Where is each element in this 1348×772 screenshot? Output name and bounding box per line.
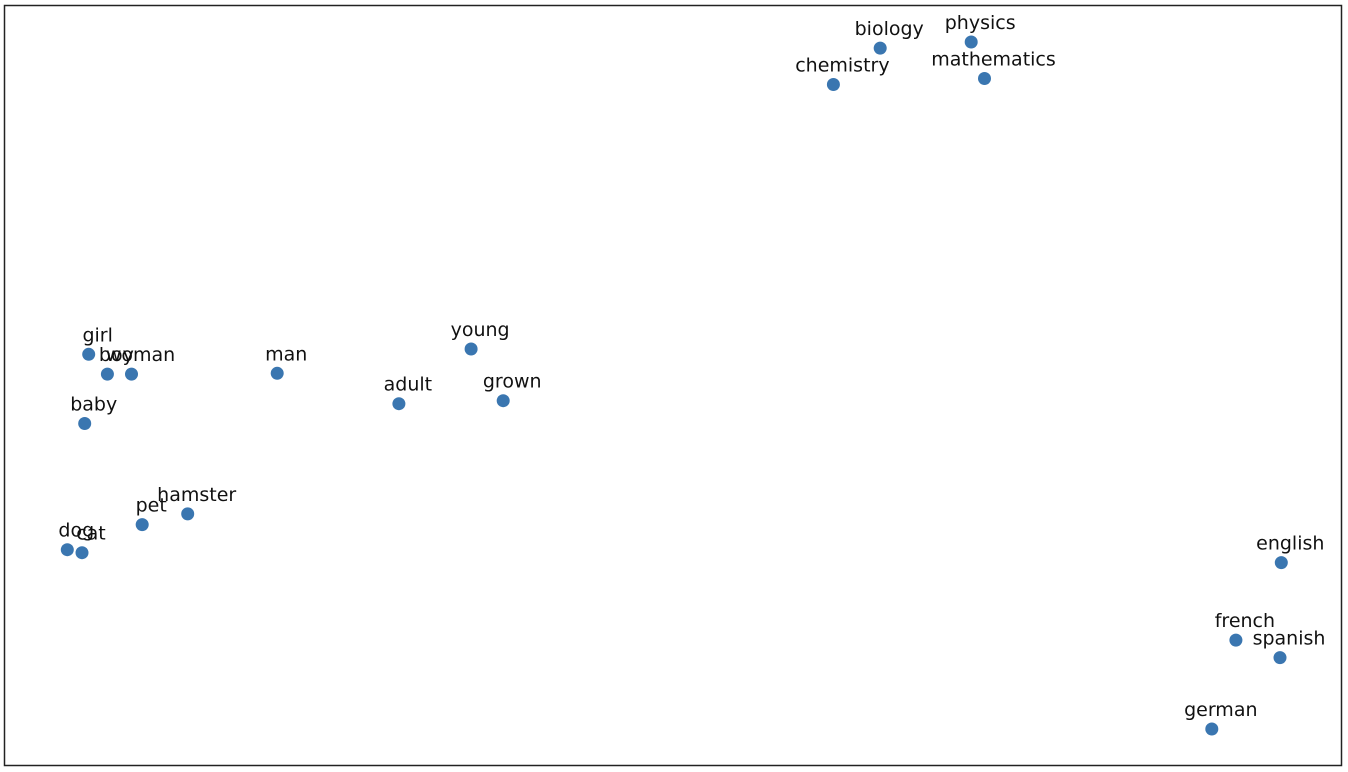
scatter-point-boy (100, 367, 114, 381)
labels-layer: biology physics chemistry mathematics girlbo… (58, 12, 1325, 721)
point-label-german: german (1184, 699, 1257, 721)
scatter-point-hamster (181, 507, 195, 521)
point-label-man: man (265, 343, 307, 365)
point-label-french: french (1215, 610, 1275, 632)
scatter-point-english (1274, 556, 1288, 570)
scatter-point-chemistry (826, 78, 840, 91)
point-label-boy: boy (99, 344, 134, 366)
scatter-point-pet (135, 518, 149, 532)
point-label-chemistry: chemistry (795, 55, 889, 77)
scatter-point-mathematics (978, 72, 991, 85)
point-label-english: english (1256, 533, 1324, 555)
scatter-point-cat (75, 546, 89, 560)
scatter-point-woman (125, 367, 138, 381)
point-label-woman: woman (106, 344, 175, 366)
point-label-adult: adult (384, 374, 432, 396)
point-label-dog: dog (58, 520, 94, 542)
point-label-girl: girl (82, 324, 112, 346)
scatter-point-dog (60, 543, 74, 557)
point-label-young: young (451, 319, 510, 341)
scatter-point-grown (496, 394, 510, 408)
point-label-pet: pet (136, 495, 167, 517)
scatter-point-spanish (1273, 651, 1287, 665)
scatter-point-adult (392, 397, 406, 411)
point-label-hamster: hamster (157, 484, 236, 506)
scatter-point-young (464, 342, 478, 356)
scatter-point-physics (964, 35, 978, 49)
point-label-spanish: spanish (1253, 628, 1326, 650)
point-label-cat: cat (76, 523, 106, 545)
point-label-grown: grown (483, 371, 542, 393)
point-label-mathematics: mathematics (931, 49, 1056, 71)
scatter-point-french (1229, 633, 1243, 647)
point-label-biology: biology (855, 18, 924, 40)
scatter-point-man (270, 366, 284, 380)
scatter-point-baby (78, 417, 92, 430)
point-label-baby: baby (70, 394, 117, 416)
scatter-point-girl (82, 347, 96, 361)
point-label-physics: physics (945, 12, 1016, 34)
scatter-point-german (1205, 722, 1219, 736)
points-layer (60, 35, 1288, 736)
scatter-point-biology (873, 41, 887, 55)
plot-frame (3, 4, 1343, 767)
